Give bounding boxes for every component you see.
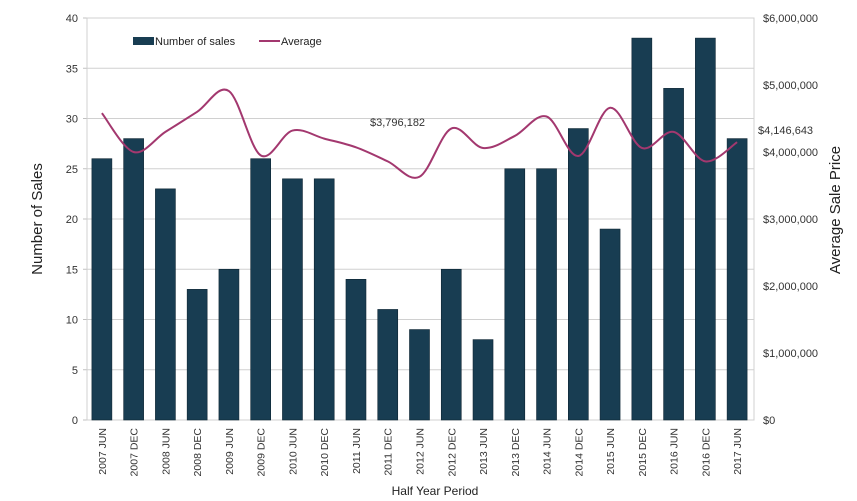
- x-tick-label: 2012 JUN: [415, 428, 427, 475]
- x-tick-label: 2011 DEC: [383, 428, 395, 476]
- y2-tick-label: $4,000,000: [763, 147, 818, 159]
- x-tick-label: 2016 DEC: [700, 428, 712, 477]
- x-tick-label: 2017 JUN: [732, 428, 744, 475]
- bar: [440, 268, 462, 421]
- x-tick-label: 2015 JUN: [605, 428, 617, 475]
- annotation-mid: $3,796,182: [370, 117, 425, 129]
- left-axis-ticks: 0 5 10 15 20 25 30 35 40: [66, 13, 78, 427]
- y-tick-label: 20: [66, 214, 78, 226]
- average-line: [101, 88, 738, 179]
- x-tick-label: 2009 JUN: [224, 428, 236, 475]
- y-tick-label: 40: [66, 13, 78, 25]
- y2-tick-label: $6,000,000: [763, 13, 818, 25]
- bar: [186, 289, 208, 421]
- annotation-last: $4,146,643: [758, 125, 813, 137]
- bar: [536, 168, 557, 421]
- bar: [313, 178, 335, 421]
- bar: [123, 138, 144, 421]
- y-tick-label: 35: [66, 63, 78, 75]
- y-tick-label: 25: [66, 164, 78, 176]
- right-axis-ticks: $0 $1,000,000 $2,000,000 $3,000,000 $4,000,0…: [763, 13, 818, 427]
- bar: [218, 268, 240, 421]
- legend: Number of sales Average: [133, 36, 322, 48]
- x-tick-label: 2010 DEC: [319, 428, 331, 477]
- y2-tick-label: $5,000,000: [763, 80, 818, 92]
- bar: [250, 158, 271, 421]
- x-axis-ticks: 2007 JUN 2007 DEC 2008 JUN 2008 DEC 2009 JUN…: [97, 428, 744, 477]
- bar: [472, 339, 494, 421]
- x-tick-label: 2013 DEC: [510, 428, 522, 477]
- x-tick-label: 2014 JUN: [542, 428, 554, 475]
- y-tick-label: 15: [66, 264, 78, 276]
- y-tick-label: 5: [72, 365, 78, 377]
- legend-label-bars: Number of sales: [155, 36, 236, 48]
- x-tick-label: 2011 JUN: [351, 428, 363, 474]
- y-tick-label: 10: [66, 315, 78, 327]
- x-tick-label: 2016 JUN: [669, 428, 681, 475]
- y2-tick-label: $2,000,000: [763, 281, 818, 293]
- x-tick-label: 2008 JUN: [160, 428, 172, 475]
- y2-tick-label: $0: [763, 415, 775, 427]
- x-tick-label: 2012 DEC: [446, 428, 458, 477]
- bar-series: [91, 37, 748, 421]
- x-tick-label: 2007 JUN: [97, 428, 109, 475]
- x-axis-title: Half Year Period: [392, 484, 479, 498]
- bar: [631, 37, 653, 421]
- x-tick-label: 2008 DEC: [192, 428, 204, 477]
- y2-axis-title: Average Sale Price: [827, 146, 844, 274]
- bar: [663, 88, 684, 421]
- bar: [695, 37, 716, 421]
- x-tick-label: 2013 JUN: [478, 428, 490, 475]
- y-tick-label: 30: [66, 114, 78, 126]
- y2-tick-label: $3,000,000: [763, 214, 818, 226]
- y-tick-label: 0: [72, 415, 78, 427]
- x-tick-label: 2015 DEC: [637, 428, 649, 477]
- bar: [726, 138, 748, 421]
- bar: [504, 168, 526, 421]
- bar: [91, 158, 113, 421]
- x-tick-label: 2007 DEC: [129, 428, 141, 477]
- bar: [568, 128, 589, 421]
- bar: [345, 278, 367, 421]
- y2-tick-label: $1,000,000: [763, 348, 818, 360]
- bar: [409, 329, 430, 421]
- x-tick-label: 2014 DEC: [573, 428, 585, 477]
- y-axis-title: Number of Sales: [29, 163, 46, 275]
- bar: [599, 228, 621, 421]
- x-tick-label: 2009 DEC: [256, 428, 268, 477]
- x-tick-label: 2010 JUN: [287, 428, 299, 475]
- legend-bar-swatch: [133, 37, 154, 45]
- bar: [155, 188, 176, 421]
- bar: [377, 309, 399, 421]
- legend-label-line: Average: [281, 36, 322, 48]
- bar: [282, 178, 303, 421]
